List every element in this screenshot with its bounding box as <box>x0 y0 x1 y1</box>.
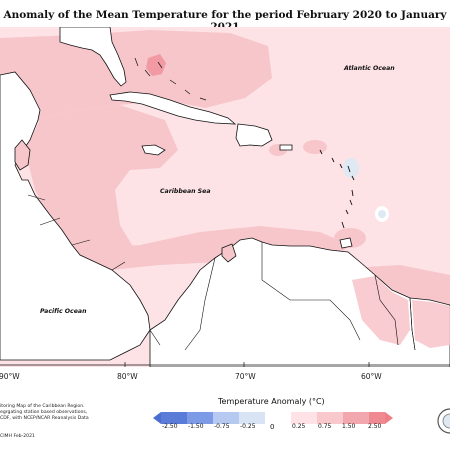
credit-line: egrgating station based observations, <box>0 410 88 415</box>
credit-line: itoring Map of the Caribbean Region. <box>0 404 85 409</box>
land-hispaniola <box>235 123 273 147</box>
land-florida <box>59 27 127 87</box>
warm-anomaly-guyana-land <box>352 276 410 345</box>
land-south-america <box>149 237 450 367</box>
colorbar-bin <box>291 412 317 424</box>
warm-anomaly-north <box>0 30 272 150</box>
credit-text: itoring Map of the Caribbean Region. egr… <box>0 404 89 422</box>
hot-spot-bahamas <box>146 54 166 76</box>
credit-footer: CIMH Feb-2021 <box>0 434 35 439</box>
colorbar-tick-label: -0.25 <box>240 423 256 430</box>
colorbar-bin <box>161 412 187 424</box>
land-jamaica <box>141 144 166 156</box>
lon-tick-label: 60°W <box>361 372 382 381</box>
legend-title: Temperature Anomaly (°C) <box>218 397 325 406</box>
colorbar-tick-label: 0.25 <box>292 423 306 430</box>
cool-spot-martinique <box>343 158 359 178</box>
colorbar-bin <box>213 412 239 424</box>
colorbar-bin <box>265 412 291 424</box>
agency-logo-icon <box>437 408 450 434</box>
cool-spot-barbados-inner <box>378 210 386 218</box>
land-cuba <box>109 91 237 125</box>
anomaly-map: Atlantic Ocean Caribbean Sea Pacific Oce… <box>0 27 450 367</box>
colorbar-bin <box>239 412 265 424</box>
lon-tick-label: 70°W <box>235 372 256 381</box>
colorbar-tick-label: 1.50 <box>342 423 356 430</box>
caribbean-sea-label: Caribbean Sea <box>160 188 211 195</box>
land-bahamas <box>134 57 207 101</box>
land-lesser-antilles <box>319 149 355 229</box>
colorbar-tick-label: -1.50 <box>188 423 204 430</box>
lon-tick-label: 80°W <box>117 372 138 381</box>
land-trinidad <box>339 237 353 249</box>
colorbar-bin <box>343 412 369 424</box>
lon-tick-label: 90°W <box>0 372 20 381</box>
colorbar-tick-label: -0.75 <box>214 423 230 430</box>
colorbar-arrow-high <box>385 412 393 424</box>
colorbar-arrow-low <box>153 412 161 424</box>
colorbar-tick-label: 2.50 <box>368 423 382 430</box>
colorbar-bin <box>317 412 343 424</box>
warm-anomaly-suriname-land <box>412 300 450 348</box>
atlantic-ocean-label: Atlantic Ocean <box>343 64 395 72</box>
warm-anomaly-west-caribbean <box>25 105 178 262</box>
warm-patch-lesser-antilles <box>303 140 327 154</box>
lake-maracaibo <box>221 243 237 263</box>
country-borders-guianas <box>374 274 416 351</box>
pacific-ocean-label: Pacific Ocean <box>40 308 87 315</box>
colorbar <box>153 412 393 424</box>
colorbar-bin <box>369 412 385 424</box>
colorbar-tick-label: 0.75 <box>318 423 332 430</box>
colorbar-tick-label: -2.50 <box>162 423 178 430</box>
land-puerto-rico <box>279 144 293 151</box>
credit-line: CDF, with NCEP/NCAR Reanalysis Data <box>0 416 89 421</box>
colorbar-bin <box>187 412 213 424</box>
colorbar-tick-label: 0 <box>270 423 275 431</box>
coast-yucatan <box>14 139 31 171</box>
